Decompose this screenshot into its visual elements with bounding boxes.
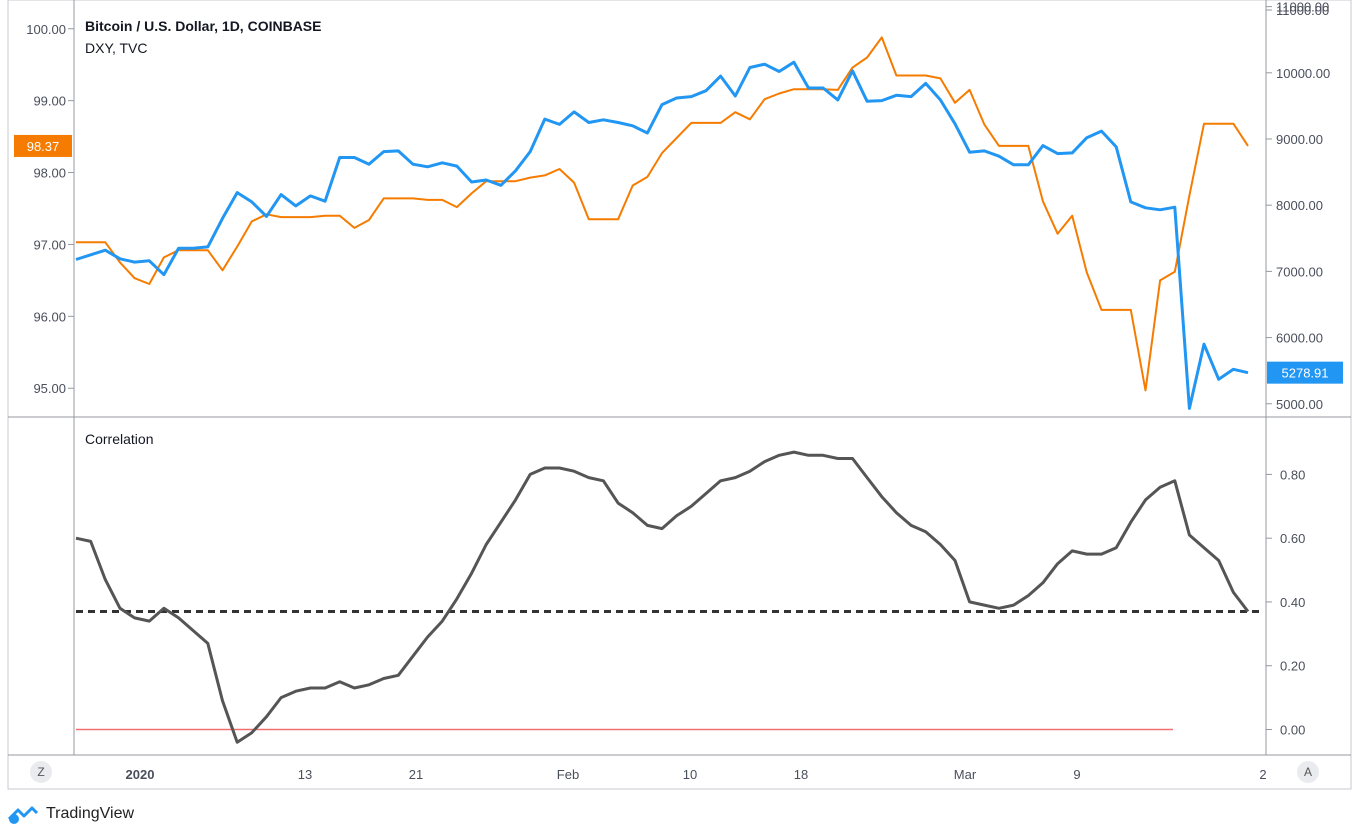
footer: TradingView — [6, 800, 134, 828]
right-axis-tick-label: 11000.00 — [1276, 0, 1329, 15]
time-axis-tick-label: 9 — [1073, 767, 1080, 782]
right-axis-tick-label: 8000.00 — [1276, 198, 1323, 213]
correlation-axis-tick-label: 0.20 — [1280, 659, 1305, 674]
time-axis-tick-label: Mar — [954, 767, 977, 782]
right-axis-tick-label: 9000.00 — [1276, 132, 1323, 147]
time-axis-tick-label: 21 — [409, 767, 423, 782]
tradingview-logo-icon — [7, 806, 39, 824]
time-axis-tick-label: 2020 — [126, 767, 155, 782]
dxy-series-line — [76, 36, 1249, 392]
auto-scale-left-button[interactable]: Z — [30, 761, 52, 783]
right-axis-tick-label: 6000.00 — [1276, 331, 1323, 346]
last-value-labels: 98.37 5278.91 — [14, 134, 1343, 384]
dxy-last-value-label: 98.37 — [27, 139, 60, 154]
time-axis-tick-label: 2 — [1259, 767, 1266, 782]
correlation-pane-title: Correlation — [85, 431, 153, 447]
chart-title: Bitcoin / U.S. Dollar, 1D, COINBASE — [85, 18, 321, 34]
right-axis-tick-label: 11000.00 — [1276, 3, 1329, 18]
correlation-axis-tick-label: 0.60 — [1280, 531, 1305, 546]
left-axis-tick-label: 98.00 — [33, 166, 66, 181]
right-price-axis: 5000.00 6000.00 7000.00 8000.00 9000.00 10000… — [1266, 0, 1330, 412]
right-axis-tick-label: 7000.00 — [1276, 264, 1323, 279]
left-axis-tick-label: 99.00 — [33, 94, 66, 109]
btc-last-value-badge — [1267, 361, 1343, 384]
auto-scale-right-button[interactable]: A — [1297, 761, 1319, 783]
left-axis-tick-label: 96.00 — [33, 309, 66, 324]
correlation-series-line — [75, 450, 1250, 744]
chart-frame — [7, 0, 1352, 790]
correlation-axis: 0.00 0.20 0.40 0.60 0.80 — [1266, 467, 1305, 737]
chart-subtitle: DXY, TVC — [85, 40, 148, 56]
left-axis-tick-label: 97.00 — [33, 237, 66, 252]
tradingview-brand: TradingView — [46, 805, 135, 822]
time-axis-tick-label: 18 — [794, 767, 808, 782]
correlation-axis-tick-label: 0.40 — [1280, 595, 1305, 610]
right-axis-tick-label: 10000.00 — [1276, 66, 1330, 81]
left-price-axis: 95.00 96.00 97.00 98.00 99.00 100.00 — [26, 22, 74, 396]
btc-series-line — [75, 60, 1249, 410]
left-axis-tick-label: 95.00 — [33, 381, 66, 396]
left-axis-tick-label: 100.00 — [26, 22, 66, 37]
time-axis-tick-label: 13 — [298, 767, 312, 782]
time-axis-tick-label: 10 — [683, 767, 697, 782]
correlation-axis-tick-label: 0.00 — [1280, 722, 1305, 737]
correlation-axis-tick-label: 0.80 — [1280, 467, 1305, 482]
right-axis-tick-label: 5000.00 — [1276, 397, 1323, 412]
time-axis-tick-label: Feb — [557, 767, 579, 782]
series-layer — [75, 36, 1264, 744]
time-axis: 2020 13 21 Feb 10 18 Mar 9 2 — [126, 767, 1267, 782]
btc-last-value-label: 5278.91 — [1282, 366, 1329, 381]
dxy-last-value-badge — [14, 134, 72, 157]
